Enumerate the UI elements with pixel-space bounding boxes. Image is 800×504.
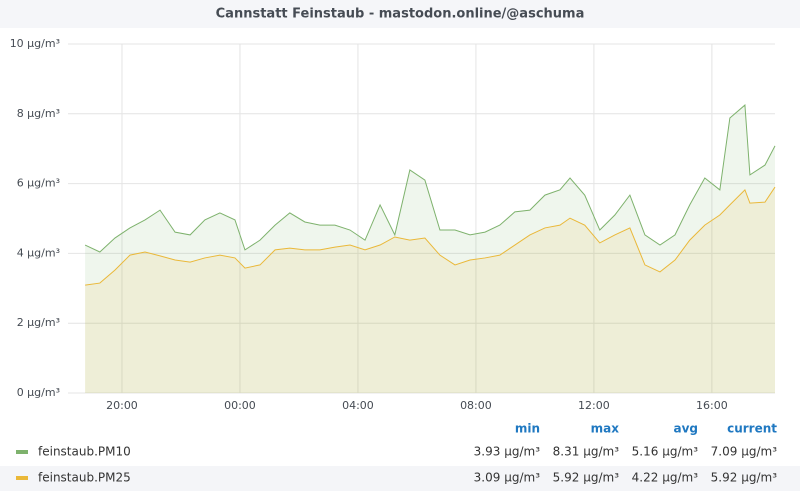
legend-stripe — [0, 466, 800, 491]
x-tick-label: 20:00 — [106, 399, 138, 412]
title-bar — [0, 0, 800, 28]
y-tick-label: 8 µg/m³ — [17, 107, 60, 120]
series-line — [85, 186, 776, 286]
x-tick-label: 16:00 — [696, 399, 728, 412]
legend-column-header: max — [591, 422, 620, 436]
chart-title: Cannstatt Feinstaub - mastodon.online/@a… — [216, 7, 585, 22]
y-tick-label: 4 µg/m³ — [17, 246, 60, 259]
area-fill — [85, 105, 775, 393]
legend-stat: 3.93 µg/m³ — [474, 445, 541, 459]
legend-entry: feinstaub.PM25 — [38, 471, 131, 485]
legend-column-header: current — [727, 422, 777, 436]
legend-stat: 7.09 µg/m³ — [711, 445, 778, 459]
legend-stat: 5.16 µg/m³ — [632, 445, 699, 459]
y-tick-label: 10 µg/m³ — [10, 37, 60, 50]
series-line — [84, 104, 776, 253]
legend-column-header: avg — [673, 422, 698, 436]
y-tick-label: 2 µg/m³ — [17, 316, 60, 329]
legend-stat: 5.92 µg/m³ — [711, 471, 778, 485]
legend-stat: 8.31 µg/m³ — [553, 445, 620, 459]
y-tick-label: 6 µg/m³ — [17, 177, 60, 190]
legend-stat: 3.09 µg/m³ — [474, 471, 541, 485]
legend-stat: 5.92 µg/m³ — [553, 471, 620, 485]
legend-entry: feinstaub.PM10 — [38, 445, 131, 459]
legend-stat: 4.22 µg/m³ — [632, 471, 699, 485]
x-tick-label: 00:00 — [224, 399, 256, 412]
x-tick-label: 12:00 — [578, 399, 610, 412]
area-fill — [85, 187, 775, 393]
legend-column-header: min — [515, 422, 540, 436]
x-tick-label: 04:00 — [342, 399, 374, 412]
y-tick-label: 0 µg/m³ — [17, 386, 60, 399]
x-tick-label: 08:00 — [460, 399, 492, 412]
